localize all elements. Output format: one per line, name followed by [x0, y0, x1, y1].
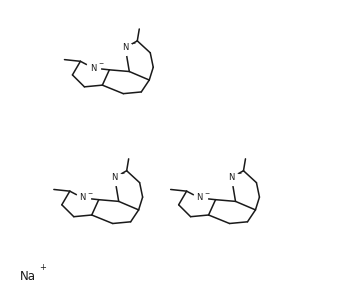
Text: N: N	[112, 173, 118, 182]
Text: N: N	[80, 194, 86, 202]
Text: N: N	[196, 194, 203, 202]
Text: −: −	[236, 170, 241, 175]
Text: +: +	[39, 263, 46, 272]
Text: −: −	[87, 190, 93, 195]
Text: N: N	[90, 64, 97, 72]
Text: −: −	[98, 60, 103, 66]
Text: N: N	[122, 43, 129, 52]
Text: Na: Na	[19, 270, 35, 283]
Text: −: −	[130, 40, 135, 45]
Text: −: −	[204, 190, 210, 195]
Text: −: −	[119, 170, 125, 175]
Text: N: N	[228, 173, 235, 182]
